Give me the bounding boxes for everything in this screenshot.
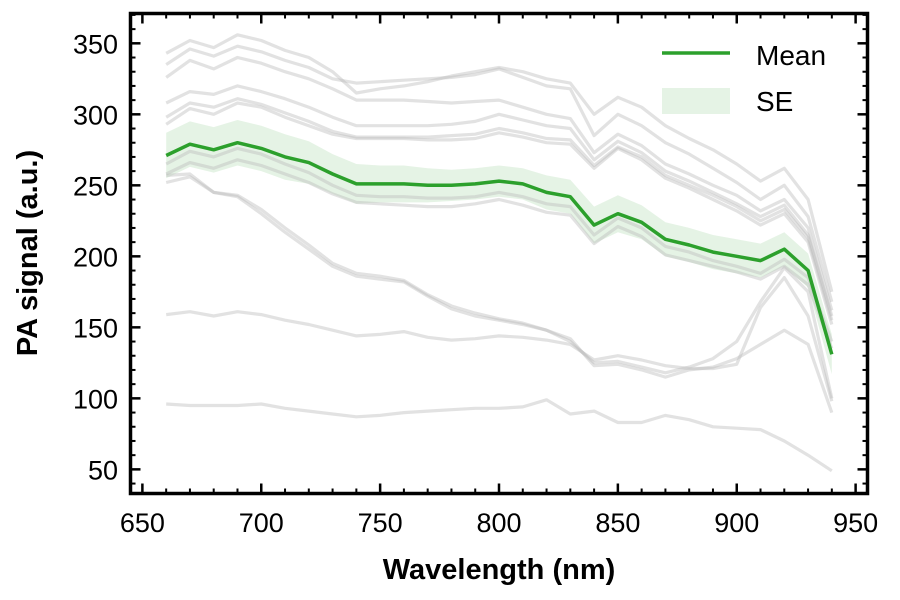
mean-series-line bbox=[165, 140, 834, 355]
x-tick-label-950: 950 bbox=[833, 508, 878, 538]
axis-ticks-layer: 650 700 750 800 850 900 950 50 100 150 200 250 300 35… bbox=[73, 13, 878, 538]
individual-series-line-8 bbox=[165, 158, 834, 350]
y-tick-label-100: 100 bbox=[73, 384, 118, 414]
y-tick-label-250: 250 bbox=[73, 171, 118, 201]
x-tick-label-650: 650 bbox=[120, 508, 165, 538]
individual-spectra-layer bbox=[165, 33, 834, 473]
se-band-layer bbox=[166, 120, 832, 375]
y-tick-label-50: 50 bbox=[88, 455, 118, 485]
y-tick-label-300: 300 bbox=[73, 100, 118, 130]
mean-line-layer bbox=[165, 140, 834, 355]
individual-series-line-6 bbox=[165, 101, 834, 325]
x-tick-label-850: 850 bbox=[595, 508, 640, 538]
legend-mean-label: Mean bbox=[756, 40, 826, 71]
x-tick-label-900: 900 bbox=[714, 508, 759, 538]
legend: Mean SE bbox=[662, 40, 826, 117]
individual-series-line-11 bbox=[166, 276, 834, 402]
y-axis-title: PA signal (a.u.) bbox=[12, 150, 44, 356]
individual-series-line-9 bbox=[166, 172, 834, 399]
y-tick-label-350: 350 bbox=[73, 29, 118, 59]
individual-series-line-12 bbox=[166, 398, 833, 473]
individual-series-line-7 bbox=[165, 146, 834, 343]
y-tick-label-150: 150 bbox=[73, 313, 118, 343]
se-band bbox=[166, 120, 832, 375]
individual-series-line-5 bbox=[165, 97, 834, 321]
y-tick-label-200: 200 bbox=[73, 242, 118, 272]
x-tick-label-800: 800 bbox=[476, 508, 521, 538]
x-tick-label-750: 750 bbox=[358, 508, 403, 538]
plot-frame bbox=[128, 11, 870, 496]
individual-series-line-4 bbox=[165, 84, 834, 317]
x-tick-label-700: 700 bbox=[239, 508, 284, 538]
individual-series-line-10 bbox=[165, 175, 834, 414]
legend-se-label: SE bbox=[756, 86, 793, 117]
legend-se-swatch bbox=[662, 88, 730, 114]
individual-series-line-1 bbox=[165, 33, 834, 293]
individual-series-line-3 bbox=[165, 55, 834, 311]
x-axis-title: Wavelength (nm) bbox=[383, 554, 616, 586]
individual-series-line-2 bbox=[165, 44, 834, 303]
